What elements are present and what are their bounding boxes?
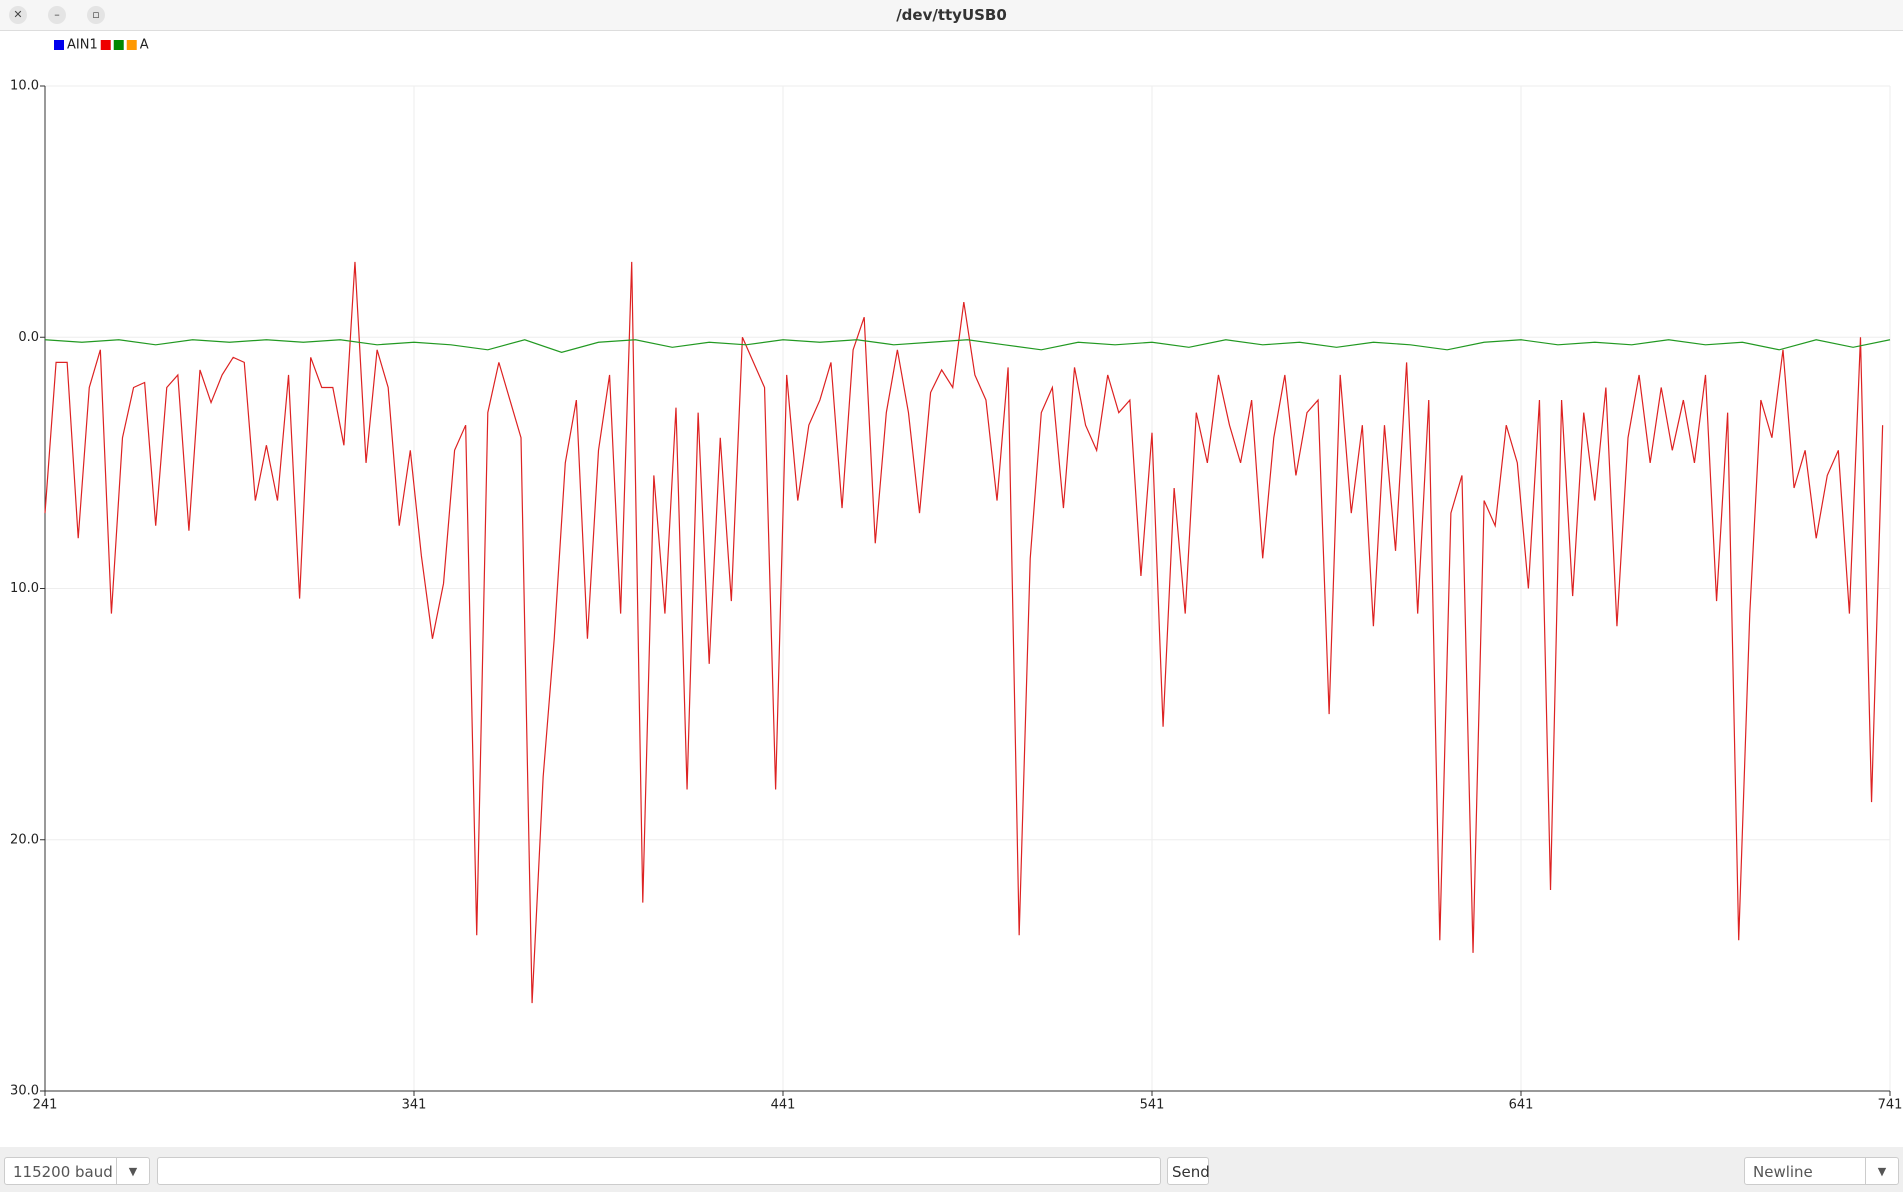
dropdown-arrow: ▼ (116, 1158, 149, 1184)
series-line (44, 261, 1884, 1004)
legend-swatch (126, 40, 137, 50)
legend-swatch (113, 40, 124, 50)
dropdown-arrow: ▼ (1865, 1158, 1898, 1184)
x-tick-label: 241 (33, 1098, 58, 1113)
line-ending-select[interactable]: Newline ▼ (1744, 1157, 1899, 1185)
legend-label: A (140, 38, 149, 53)
message-input[interactable] (157, 1157, 1161, 1185)
y-tick-label: 10.0 (10, 581, 39, 596)
y-tick-label: 10.0 (10, 79, 39, 94)
legend-swatch (54, 40, 64, 50)
legend-swatch (100, 40, 111, 50)
minimize-button[interactable]: – (48, 6, 66, 24)
window-title: /dev/ttyUSB0 (896, 6, 1007, 24)
x-tick-label: 341 (402, 1098, 427, 1113)
line-ending-label: Newline (1753, 1163, 1813, 1181)
y-tick-label: 0.0 (18, 330, 39, 345)
title-bar: ✕ – ▫ /dev/ttyUSB0 (0, 0, 1903, 31)
baud-label: 115200 baud (13, 1163, 113, 1181)
series-line (44, 339, 1891, 353)
x-tick-label: 641 (1509, 1098, 1534, 1113)
control-bar: 115200 baud ▼ Send Newline ▼ (0, 1147, 1903, 1192)
y-tick-label: 20.0 (10, 832, 39, 847)
send-button[interactable]: Send (1167, 1157, 1210, 1185)
x-tick-label: 741 (1878, 1098, 1903, 1113)
y-tick-label: 30.0 (10, 1084, 39, 1099)
legend-label: AIN1 (67, 38, 98, 53)
baud-select[interactable]: 115200 baud ▼ (4, 1157, 150, 1185)
x-tick-label: 541 (1140, 1098, 1165, 1113)
x-tick-label: 441 (771, 1098, 796, 1113)
close-button[interactable]: ✕ (9, 6, 27, 24)
maximize-button[interactable]: ▫ (87, 6, 105, 24)
